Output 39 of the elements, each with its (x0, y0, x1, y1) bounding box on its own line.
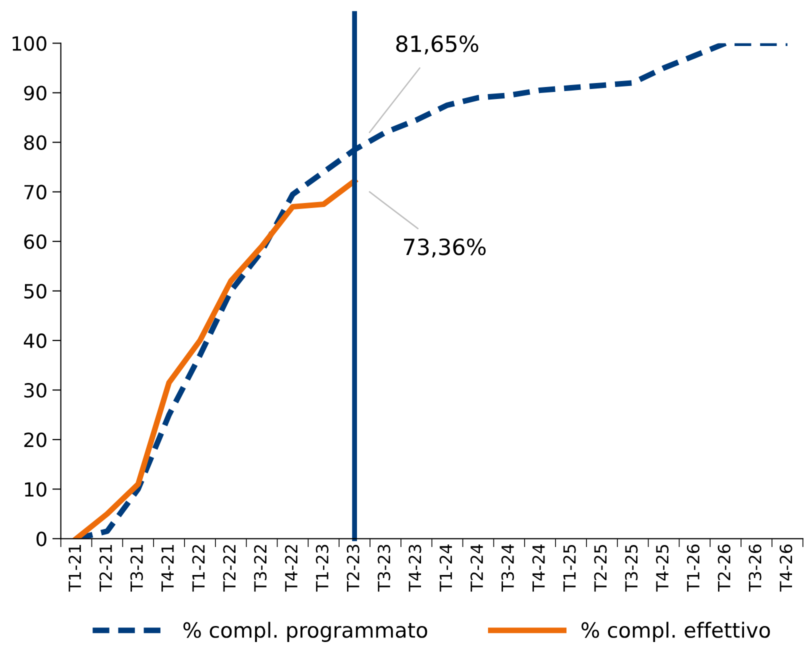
x-tick-label: T4-25 (656, 544, 669, 592)
x-tick-label: T3-21 (130, 545, 143, 592)
x-tick-label: T1-25 (563, 544, 576, 592)
x-tick-label: T1-26 (686, 544, 700, 592)
x-tick-label: T3-26 (748, 544, 762, 592)
x-tick-label: T3-22 (254, 545, 267, 592)
x-tick-label: T1-22 (192, 545, 205, 592)
y-tick-label: 20 (24, 432, 46, 448)
x-tick-label: T3-23 (378, 544, 390, 592)
x-tick-label: T4-26 (780, 544, 792, 592)
x-tick-label: T1-21 (68, 545, 81, 592)
x-tick-label: T2-25 (594, 544, 607, 592)
x-tick-label: T4-23 (408, 544, 422, 592)
x-tick-label: T2-24 (470, 544, 483, 592)
x-tick-label: T4-21 (161, 545, 174, 592)
x-tick-label: T4-24 (532, 544, 545, 592)
y-tick-label: 40 (24, 333, 46, 348)
legend-label: % compl. programmato (183, 622, 428, 642)
x-tick-label: T1-23 (316, 544, 328, 592)
y-tick-label: 90 (24, 86, 46, 100)
x-tick-label: T4-22 (284, 545, 298, 592)
y-tick-label: 10 (25, 482, 46, 497)
x-tick-label: T2-23 (346, 544, 360, 592)
y-tick-label: 50 (24, 284, 46, 299)
x-tick-label: T2-26 (718, 544, 730, 592)
x-tick-label: T3-25 (625, 544, 638, 592)
x-tick-label: T2-21 (99, 545, 112, 592)
legend-label: % compl. effettivo (582, 622, 770, 642)
y-tick-label: 30 (24, 382, 46, 398)
y-tick-label: 80 (24, 135, 46, 150)
x-tick-label: T2-22 (223, 545, 236, 592)
y-tick-label: 100 (12, 36, 46, 51)
y-tick-label: 70 (24, 184, 46, 200)
x-tick-label: T3-24 (501, 544, 514, 592)
annotation: 73,36% (404, 238, 486, 258)
y-tick-label: 60 (24, 234, 46, 250)
y-tick-label: 0 (36, 532, 46, 546)
x-tick-label: T1-24 (440, 544, 452, 592)
annotation: 81,65% (396, 35, 478, 54)
